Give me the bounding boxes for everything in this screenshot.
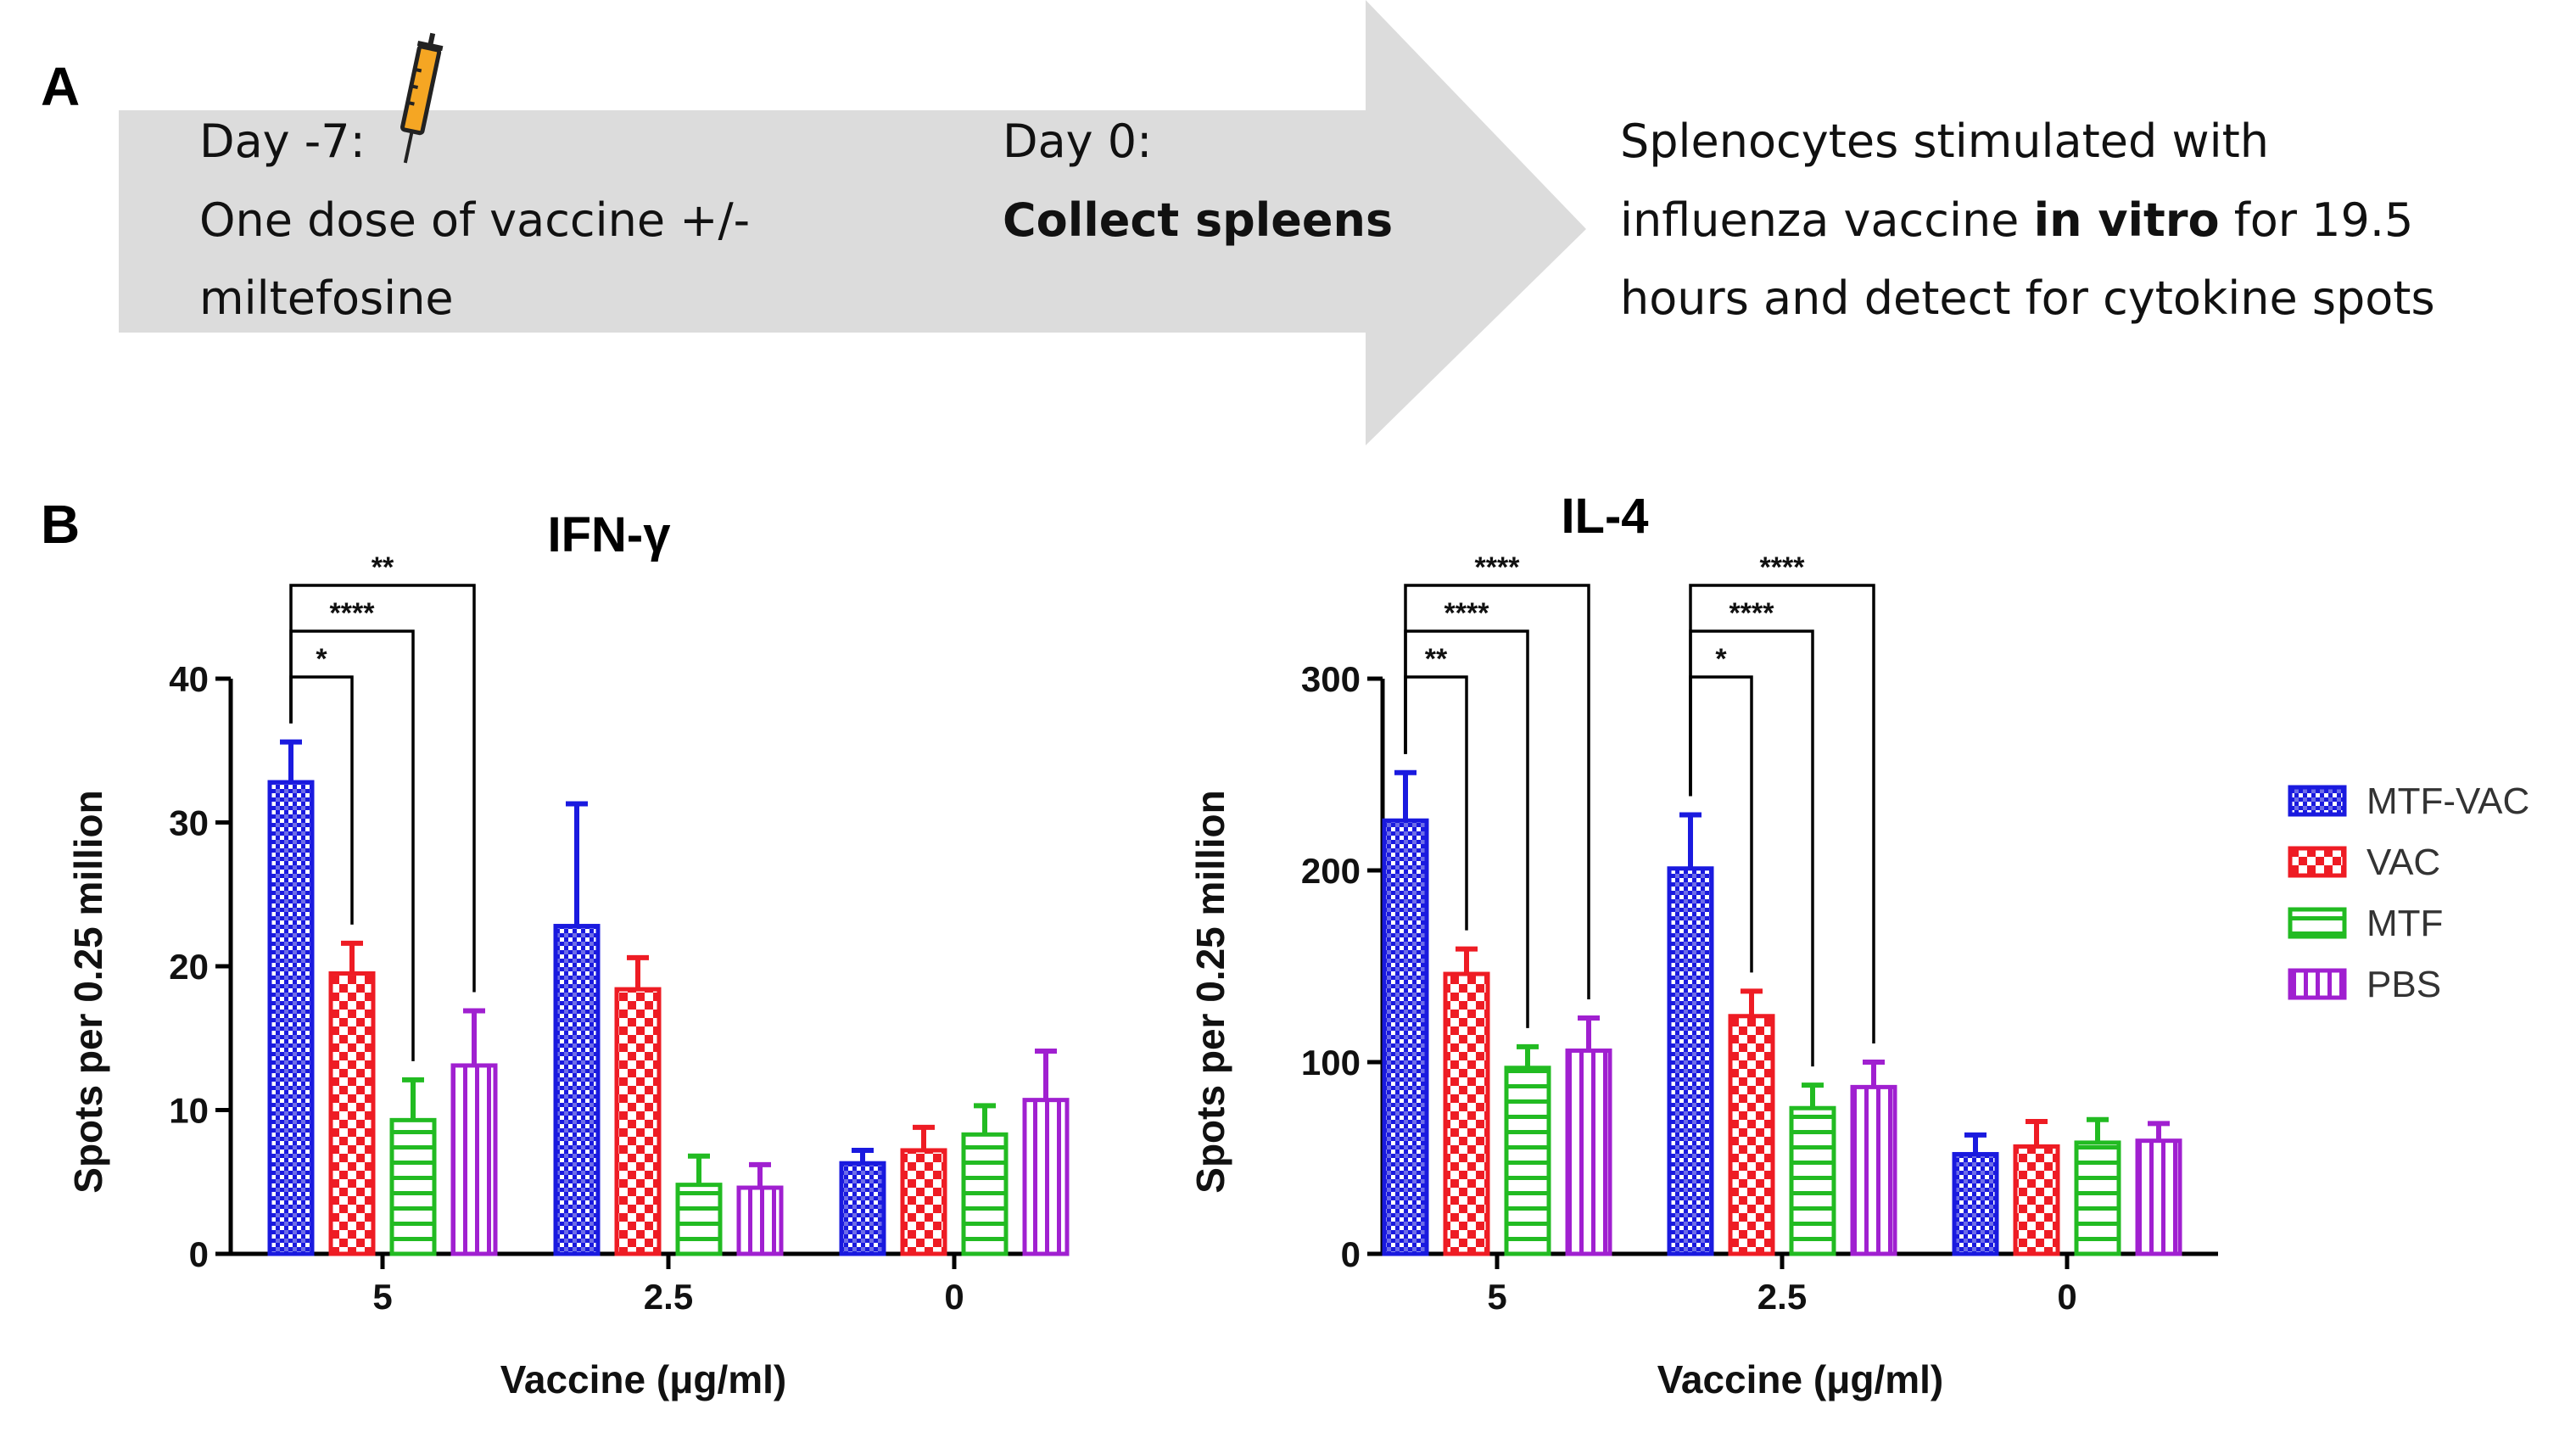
y-tick-label: 20 <box>169 947 209 987</box>
bar-mtf-vac-0 <box>839 1161 886 1256</box>
significance-label: **** <box>1475 551 1521 584</box>
step1-line2: One dose of vaccine +/- <box>199 193 750 247</box>
significance-label: **** <box>1444 597 1490 629</box>
bar-pbs-0 <box>2135 1138 2182 1256</box>
bar-mtf-5 <box>1504 1066 1551 1256</box>
bar-mtf-vac-2.5 <box>553 924 601 1256</box>
significance-bracket <box>1404 584 1590 1000</box>
step2-line1: Day 0: <box>1003 115 1152 168</box>
syringe-icon <box>400 32 444 164</box>
bar-mtf-2.5 <box>1789 1105 1836 1256</box>
y-tick-label: 100 <box>1301 1043 1361 1082</box>
bar-mtf-5 <box>389 1117 437 1256</box>
ifn-gamma-chart: IFN-γ 0 10 20 30 40 Spots per 0.25 million Vacc… <box>66 507 1070 1401</box>
step1-line1: Day -7: <box>199 115 366 168</box>
significance-bracket <box>1689 584 1875 1043</box>
y-tick-label: 40 <box>169 659 209 699</box>
bar-vac-5 <box>1443 971 1490 1256</box>
bar-mtf-0 <box>961 1132 1009 1256</box>
x-tick-label: 5 <box>1487 1277 1506 1317</box>
x-axis-label: Vaccine (μg/ml) <box>500 1357 786 1401</box>
significance-label: **** <box>1729 597 1775 629</box>
legend-label: MTF <box>2366 903 2443 944</box>
bar-mtf-vac-5 <box>1382 818 1429 1256</box>
panel-b-letter: B <box>41 494 80 555</box>
step3-line1: Splenocytes stimulated with <box>1620 115 2269 168</box>
bar-vac-2.5 <box>1728 1014 1775 1256</box>
legend-label: VAC <box>2366 842 2440 883</box>
y-axis-label: Spots per 0.25 million <box>1188 790 1232 1193</box>
step3-line2-c: for 19.5 <box>2220 193 2414 247</box>
bar-mtf-vac-2.5 <box>1667 866 1714 1256</box>
chart-title: IL-4 <box>1561 489 1648 544</box>
step2-line2: Collect spleens <box>1003 193 1393 247</box>
y-tick-label: 30 <box>169 803 209 843</box>
legend-swatch-vac <box>2288 846 2347 878</box>
panel-a-letter: A <box>41 56 80 117</box>
significance-label: **** <box>1760 551 1806 584</box>
bar-vac-5 <box>328 971 376 1256</box>
timeline-arrow <box>119 0 1586 445</box>
y-tick-label: 10 <box>169 1091 209 1131</box>
bar-vac-2.5 <box>614 987 662 1256</box>
step3-line3: hours and detect for cytokine spots <box>1620 271 2435 325</box>
step3-line2-b: in vitro <box>2034 193 2220 247</box>
x-tick-label: 2.5 <box>644 1277 693 1317</box>
x-axis-label: Vaccine (μg/ml) <box>1657 1357 1943 1401</box>
legend-swatch-mtf <box>2288 907 2347 939</box>
significance-label: * <box>316 643 327 675</box>
chart-title: IFN-γ <box>548 507 672 562</box>
bar-pbs-0 <box>1022 1098 1070 1256</box>
y-tick-label: 200 <box>1301 851 1361 891</box>
x-tick-label: 0 <box>2057 1277 2076 1317</box>
bar-pbs-5 <box>450 1063 498 1256</box>
significance-label: ** <box>1425 643 1448 675</box>
bar-mtf-vac-5 <box>267 780 315 1256</box>
y-axis-label: Spots per 0.25 million <box>66 790 110 1193</box>
bar-pbs-5 <box>1565 1048 1612 1256</box>
significance-label: * <box>1715 643 1727 675</box>
significance-label: **** <box>330 597 376 629</box>
bar-vac-0 <box>2013 1144 2060 1256</box>
bar-mtf-0 <box>2074 1140 2121 1256</box>
legend-label: MTF-VAC <box>2366 780 2529 822</box>
legend-swatch-pbs <box>2288 968 2347 1000</box>
bar-pbs-2.5 <box>1850 1084 1897 1256</box>
legend-label: PBS <box>2366 964 2441 1005</box>
bar-vac-0 <box>900 1148 947 1256</box>
x-tick-label: 2.5 <box>1757 1277 1807 1317</box>
y-tick-label: 0 <box>189 1234 209 1274</box>
step3-line2-a: influenza vaccine <box>1620 193 2034 247</box>
legend-swatch-mtf-vac <box>2288 785 2347 817</box>
step3-line2: influenza vaccine in vitro for 19.5 <box>1620 193 2413 247</box>
significance-bracket <box>289 584 476 993</box>
y-tick-label: 300 <box>1301 659 1361 699</box>
x-tick-label: 0 <box>944 1277 964 1317</box>
bar-pbs-2.5 <box>736 1185 784 1256</box>
bar-mtf-2.5 <box>675 1183 723 1256</box>
x-tick-label: 5 <box>372 1277 392 1317</box>
legend: MTF-VAC VAC MTF PBS <box>2288 780 2529 1005</box>
il4-chart: IL-4 0 100 200 300 Spots per 0.25 million Vacc… <box>1188 489 2218 1401</box>
significance-label: ** <box>372 551 394 584</box>
y-tick-label: 0 <box>1341 1234 1361 1274</box>
step1-line3: miltefosine <box>199 271 454 325</box>
bar-mtf-vac-0 <box>1952 1151 1999 1256</box>
